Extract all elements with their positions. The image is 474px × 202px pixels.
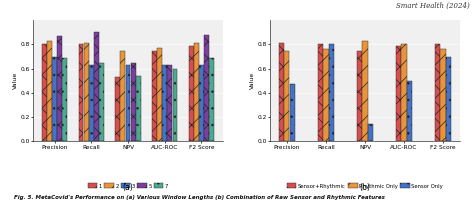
Bar [167, 65, 172, 141]
Bar [194, 43, 199, 141]
Text: (b): (b) [360, 183, 370, 192]
Bar [284, 50, 290, 141]
Legend: 1, 2, 3, 5, 7: 1, 2, 3, 5, 7 [87, 182, 169, 190]
Legend: Sensor+Rhythmic, Rhythmic Only, Sensor Only: Sensor+Rhythmic, Rhythmic Only, Sensor O… [286, 182, 444, 190]
Text: Smart Health (2024): Smart Health (2024) [395, 2, 469, 10]
Bar [57, 36, 62, 141]
Bar [52, 57, 57, 141]
Bar [157, 48, 162, 141]
Bar [94, 32, 99, 141]
Bar [84, 43, 89, 141]
Bar [115, 77, 120, 141]
Bar [204, 35, 209, 141]
Bar [42, 44, 46, 141]
Bar [136, 76, 141, 141]
Bar [363, 41, 367, 141]
Bar [89, 65, 94, 141]
Bar [323, 49, 328, 141]
Bar [357, 50, 362, 141]
Bar [318, 44, 323, 141]
Bar [199, 65, 204, 141]
Bar [435, 44, 440, 141]
Bar [189, 46, 193, 141]
Bar [63, 58, 67, 141]
Bar [99, 63, 104, 141]
Bar [329, 44, 334, 141]
Text: (a): (a) [123, 183, 133, 192]
Bar [162, 65, 167, 141]
Bar [47, 41, 52, 141]
Bar [120, 50, 125, 141]
Y-axis label: Value: Value [249, 72, 255, 89]
Bar [401, 44, 407, 141]
Bar [210, 58, 214, 141]
Bar [173, 69, 177, 141]
Text: Fig. 5. MetaCovid's Performance on (a) Various Window Lengths (b) Combination of: Fig. 5. MetaCovid's Performance on (a) V… [14, 195, 385, 200]
Bar [440, 49, 446, 141]
Bar [79, 44, 83, 141]
Bar [131, 63, 136, 141]
Bar [290, 84, 295, 141]
Bar [152, 50, 157, 141]
Bar [279, 43, 284, 141]
Bar [368, 124, 373, 141]
Y-axis label: Value: Value [12, 72, 18, 89]
Bar [126, 65, 130, 141]
Bar [446, 57, 451, 141]
Bar [407, 81, 412, 141]
Bar [396, 46, 401, 141]
